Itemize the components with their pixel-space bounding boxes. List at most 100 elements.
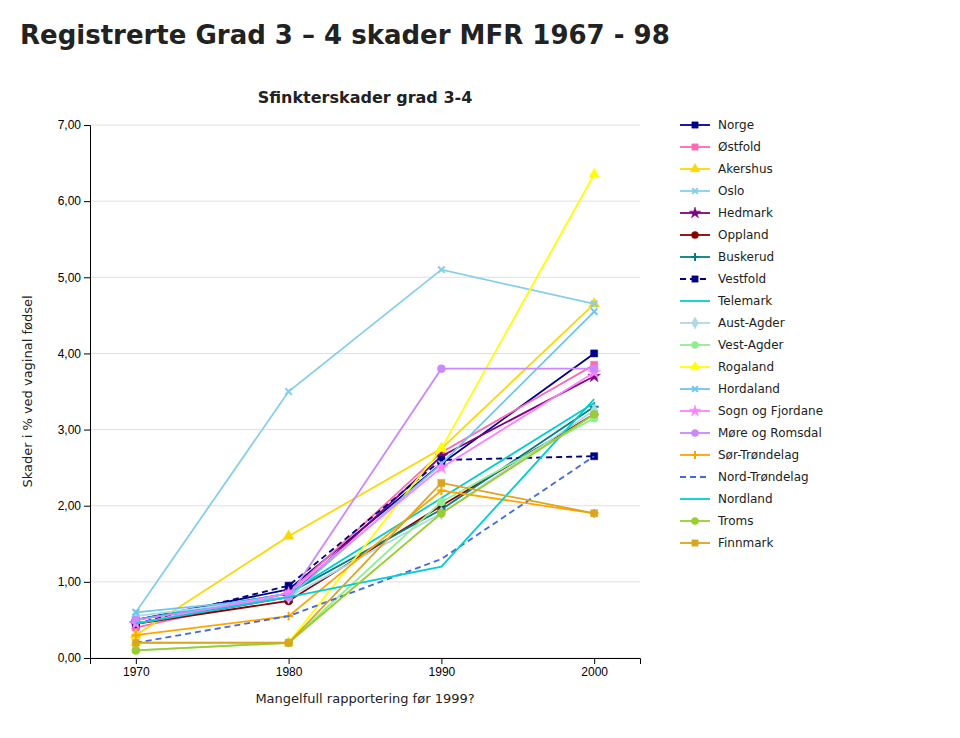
legend-marker-group [692, 386, 698, 392]
marker [285, 639, 293, 647]
y-tick: 3,00 [58, 423, 90, 437]
marker-group [132, 646, 140, 654]
legend-marker-group [691, 451, 699, 459]
tick-mark [84, 506, 90, 507]
series [132, 350, 597, 624]
marker [591, 308, 597, 314]
x-tick: 2000 [581, 658, 608, 679]
marker [437, 509, 445, 517]
x-tick: 1980 [276, 658, 303, 679]
series-line [136, 418, 594, 650]
marker [438, 479, 445, 486]
legend-entry: Rogaland [680, 360, 774, 374]
marker [131, 631, 140, 640]
legend-entry: Hordaland [680, 382, 780, 396]
grid-line [90, 125, 640, 126]
legend-marker [691, 429, 698, 436]
grid-line [90, 277, 640, 278]
legend-label: Østfold [718, 140, 761, 154]
legend-label: Hedmark [718, 206, 773, 220]
y-tick: 5,00 [58, 271, 90, 285]
marker-group [437, 498, 445, 506]
tick-mark [289, 658, 290, 664]
legend-entry: Norge [680, 118, 754, 132]
series-line [136, 312, 594, 613]
tick-mark [84, 430, 90, 431]
legend-label: Norge [718, 118, 754, 132]
series [132, 453, 597, 628]
marker [590, 410, 598, 418]
legend-label: Oppland [718, 228, 769, 242]
series-line [136, 403, 594, 620]
y-tick: 6,00 [58, 194, 90, 208]
subtitle: Sfinkterskader grad 3-4 [258, 88, 473, 107]
legend-entry: Oslo [680, 184, 744, 198]
marker-group [285, 639, 293, 647]
y-tick: 7,00 [58, 118, 90, 132]
legend-entry: Buskerud [680, 250, 774, 264]
tick-mark [84, 125, 90, 126]
marker [590, 365, 598, 373]
legend-swatch [680, 300, 710, 302]
tick-mark [84, 201, 90, 202]
tick-mark [84, 277, 90, 278]
legend-label: Finnmark [718, 536, 774, 550]
legend-marker-group [691, 429, 698, 436]
marker-group [591, 510, 598, 517]
tick-label: 1,00 [58, 575, 82, 589]
marker-group [590, 410, 598, 418]
marker [132, 646, 140, 654]
marker-group [437, 365, 445, 373]
legend-label: Vest-Agder [718, 338, 784, 352]
marker-group [591, 301, 597, 307]
tick-label: 1970 [123, 665, 150, 679]
marker-group [436, 442, 447, 451]
legend-marker [691, 341, 698, 348]
marker-group [590, 365, 598, 373]
tick-mark [84, 658, 90, 659]
legend-marker-group [691, 341, 698, 348]
tick-label: 3,00 [58, 423, 82, 437]
series-line [136, 456, 594, 643]
marker-group [131, 631, 140, 640]
grid [90, 125, 640, 658]
series-line [136, 483, 594, 643]
marker-group [591, 308, 597, 314]
series [132, 404, 598, 623]
legend-entry: Aust-Agder [680, 316, 785, 330]
axis-line [91, 659, 641, 665]
legend-entry: Troms [680, 514, 754, 528]
tick-mark [136, 658, 137, 664]
marker [285, 639, 293, 647]
legend-label: Nordland [718, 492, 773, 506]
tick-label: 2,00 [58, 499, 82, 513]
series [132, 414, 598, 654]
series [132, 361, 597, 631]
series-line [136, 353, 594, 620]
series-line [136, 414, 594, 650]
marker [591, 350, 598, 357]
legend-entry: Vest-Agder [680, 338, 784, 352]
legend-marker-group [691, 517, 698, 524]
marker-group [285, 639, 293, 647]
legend-marker-group [690, 163, 700, 171]
marker [591, 301, 597, 307]
legend-marker [692, 386, 698, 392]
tick-label: 1980 [276, 665, 303, 679]
legend-entry: Nord-Trøndelag [680, 470, 809, 484]
tick-label: 4,00 [58, 347, 82, 361]
series [132, 479, 597, 646]
legend-marker [691, 231, 698, 238]
legend-label: Akershus [718, 162, 773, 176]
marker [133, 609, 139, 615]
marks [129, 168, 600, 654]
legend-entry: Vestfold [680, 272, 766, 286]
legend-entry: Sør-Trøndelag [680, 448, 799, 462]
legend-entry: Oppland [680, 228, 769, 242]
series [130, 168, 599, 646]
plot: 19701980199020000,001,002,003,004,005,00… [20, 118, 641, 706]
marker [132, 646, 140, 654]
marker [437, 365, 445, 373]
marker [283, 530, 294, 539]
x-axis-title: Mangelfull rapportering før 1999? [255, 691, 474, 706]
